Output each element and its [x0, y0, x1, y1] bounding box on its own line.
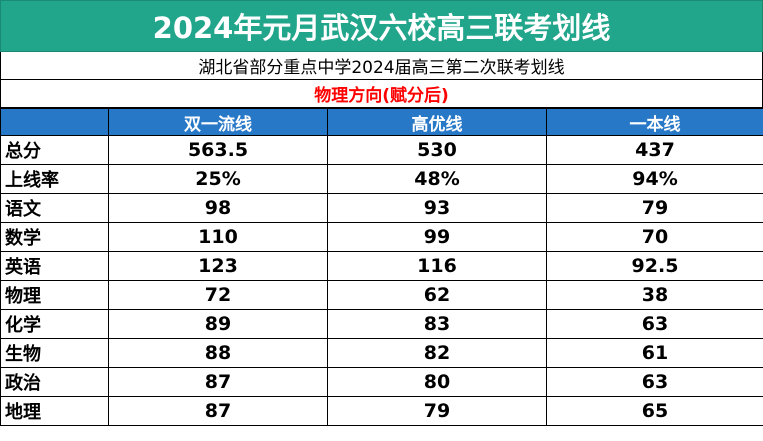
cell-value: 87: [108, 367, 328, 397]
table-row: 化学 89 83 63: [0, 309, 763, 339]
table-row: 地理 87 79 65: [0, 396, 763, 426]
cell-value: 437: [546, 135, 763, 165]
cell-value: 72: [108, 280, 328, 310]
cell-value: 79: [546, 193, 763, 223]
cell-value: 87: [108, 396, 328, 426]
row-label: 语文: [0, 193, 109, 223]
cell-value: 48%: [327, 164, 547, 194]
table-row: 上线率 25% 48% 94%: [0, 164, 763, 194]
score-table: 双一流线 高优线 一本线 总分 563.5 530 437 上线率 25% 48…: [0, 108, 763, 426]
header-tier-one: 一本线: [546, 108, 763, 136]
header-row: 双一流线 高优线 一本线: [0, 108, 763, 136]
table-row: 语文 98 93 79: [0, 193, 763, 223]
cell-value: 92.5: [546, 251, 763, 281]
page-title: 2024年元月武汉六校高三联考划线: [0, 0, 763, 52]
row-label: 总分: [0, 135, 109, 165]
row-label: 地理: [0, 396, 109, 426]
table-row: 总分 563.5 530 437: [0, 135, 763, 165]
table-body: 总分 563.5 530 437 上线率 25% 48% 94% 语文 98 9…: [0, 135, 763, 426]
cell-value: 116: [327, 251, 547, 281]
cell-value: 530: [327, 135, 547, 165]
cell-value: 79: [327, 396, 547, 426]
cell-value: 61: [546, 338, 763, 368]
table-row: 数学 110 99 70: [0, 222, 763, 252]
cell-value: 83: [327, 309, 547, 339]
header-double-first-class: 双一流线: [108, 108, 328, 136]
row-label: 生物: [0, 338, 109, 368]
row-label: 上线率: [0, 164, 109, 194]
row-label: 英语: [0, 251, 109, 281]
row-label: 化学: [0, 309, 109, 339]
table-row: 英语 123 116 92.5: [0, 251, 763, 281]
cell-value: 63: [546, 309, 763, 339]
cell-value: 38: [546, 280, 763, 310]
cell-value: 70: [546, 222, 763, 252]
cell-value: 89: [108, 309, 328, 339]
row-label: 数学: [0, 222, 109, 252]
cell-value: 99: [327, 222, 547, 252]
table-row: 政治 87 80 63: [0, 367, 763, 397]
row-label: 物理: [0, 280, 109, 310]
cell-value: 62: [327, 280, 547, 310]
section-heading: 物理方向(赋分后): [0, 80, 763, 108]
cell-value: 25%: [108, 164, 328, 194]
cell-value: 65: [546, 396, 763, 426]
cell-value: 98: [108, 193, 328, 223]
table-header: 双一流线 高优线 一本线: [0, 108, 763, 136]
cell-value: 88: [108, 338, 328, 368]
table-row: 生物 88 82 61: [0, 338, 763, 368]
cell-value: 93: [327, 193, 547, 223]
table-row: 物理 72 62 38: [0, 280, 763, 310]
cell-value: 110: [108, 222, 328, 252]
header-corner: [0, 108, 109, 136]
cell-value: 82: [327, 338, 547, 368]
page-subtitle: 湖北省部分重点中学2024届高三第二次联考划线: [0, 52, 763, 80]
row-label: 政治: [0, 367, 109, 397]
cell-value: 563.5: [108, 135, 328, 165]
cell-value: 123: [108, 251, 328, 281]
cell-value: 80: [327, 367, 547, 397]
cell-value: 94%: [546, 164, 763, 194]
cell-value: 63: [546, 367, 763, 397]
header-high-quality: 高优线: [327, 108, 547, 136]
